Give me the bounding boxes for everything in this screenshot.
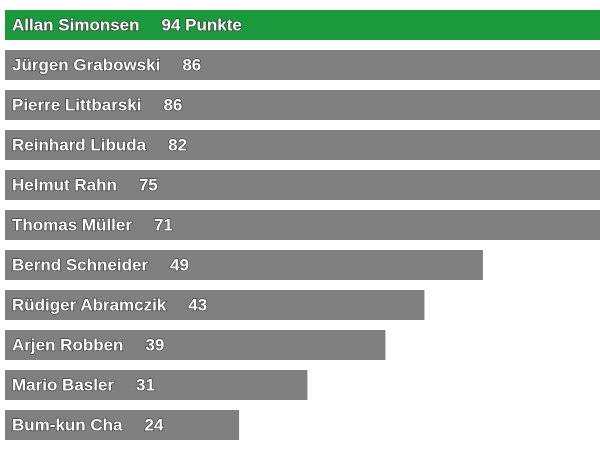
bar-label: Bum-kun Cha [12, 415, 123, 434]
bar [5, 210, 600, 240]
value-label: 86 [182, 55, 201, 74]
bar-label: Allan Simonsen [12, 15, 140, 34]
value-label: 75 [139, 175, 158, 194]
value-label: 82 [168, 135, 187, 154]
value-label: 94 Punkte [162, 15, 242, 34]
value-label: 49 [170, 255, 189, 274]
bar-label: Reinhard Libuda [12, 135, 147, 154]
value-label: 31 [136, 375, 155, 394]
plot: Allan Simonsen 94 Punkte Jürgen Grabowski 8… [5, 10, 600, 440]
value-label: 43 [188, 295, 207, 314]
bar-label: Jürgen Grabowski [12, 55, 160, 74]
bar [5, 90, 600, 120]
bar-label: Mario Basler [12, 375, 114, 394]
value-label: 24 [145, 415, 164, 434]
bar-label: Thomas Müller [12, 215, 132, 234]
bar [5, 10, 600, 40]
bar [5, 130, 600, 160]
bar-label: Pierre Littbarski [12, 95, 141, 114]
bar [5, 370, 308, 400]
bar-label: Rüdiger Abramczik [12, 295, 167, 314]
bar-label: Helmut Rahn [12, 175, 117, 194]
bar [5, 170, 600, 200]
value-label: 86 [163, 95, 182, 114]
value-label: 71 [154, 215, 173, 234]
bar-label: Arjen Robben [12, 335, 123, 354]
bar-label: Bernd Schneider [12, 255, 148, 274]
bar [5, 290, 425, 320]
bar [5, 50, 600, 80]
value-label: 39 [145, 335, 164, 354]
bar [5, 330, 386, 360]
bar [5, 410, 240, 440]
bar [5, 250, 483, 280]
